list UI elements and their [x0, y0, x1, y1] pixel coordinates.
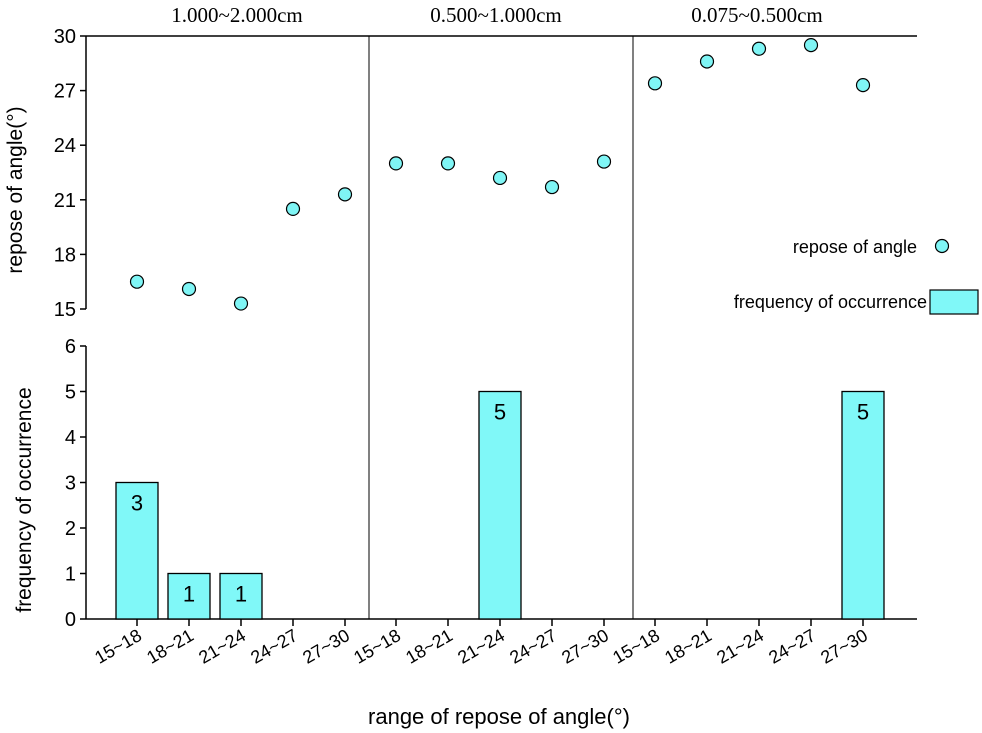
group-title: 1.000~2.000cm [171, 3, 303, 27]
scatter-point [233, 296, 249, 311]
scatter-point [699, 54, 715, 69]
x-tick-label: 18~21 [143, 625, 197, 668]
bar-value-label: 5 [494, 400, 506, 425]
upper-y-tick-label: 27 [54, 81, 76, 103]
x-tick-label: 15~18 [350, 625, 404, 668]
bar [478, 390, 522, 620]
bar [841, 390, 885, 620]
lower-y-tick-label: 6 [65, 336, 76, 358]
x-tick-label: 21~24 [454, 625, 508, 668]
lower-y-tick-label: 4 [65, 427, 76, 449]
upper-y-tick-label: 24 [54, 135, 76, 157]
scatter-point [803, 37, 819, 53]
x-tick-label: 15~18 [91, 625, 145, 668]
x-tick-label: 27~30 [299, 625, 353, 668]
scatter-point [751, 41, 767, 56]
scatter-point [285, 201, 301, 216]
upper-y-tick-label: 18 [54, 244, 76, 266]
x-tick-label: 18~21 [402, 625, 456, 668]
bar [115, 481, 159, 620]
lower-y-axis-label: frequency of occurrence [13, 387, 36, 612]
x-tick-label: 27~30 [558, 625, 612, 668]
legend-label-frequency: frequency of occurrence [734, 292, 927, 312]
scatter-point [129, 274, 145, 289]
lower-y-tick-label: 0 [65, 609, 76, 631]
upper-y-axis-label: repose of angle(°) [4, 106, 27, 273]
x-tick-label: 21~24 [195, 625, 249, 668]
group-title: 0.075~0.500cm [691, 3, 823, 27]
group-title: 0.500~1.000cm [430, 3, 562, 27]
scatter-point [337, 187, 353, 202]
bar-value-label: 3 [131, 491, 143, 516]
x-tick-label: 15~18 [609, 625, 663, 668]
legend-marker-repose [934, 238, 950, 254]
scatter-point [544, 179, 560, 195]
bar [219, 572, 263, 620]
upper-y-tick-label: 30 [54, 26, 76, 48]
x-tick-label: 24~27 [247, 625, 301, 668]
x-tick-label: 18~21 [661, 625, 715, 668]
bar-value-label: 1 [183, 582, 195, 607]
scatter-point [388, 156, 404, 171]
x-tick-label: 21~24 [713, 625, 767, 668]
lower-y-tick-label: 1 [65, 564, 76, 586]
x-axis-label: range of repose of angle(°) [368, 704, 630, 729]
x-tick-label: 24~27 [506, 625, 560, 668]
legend-swatch-frequency [929, 289, 979, 315]
upper-y-tick-label: 21 [54, 190, 76, 212]
x-tick-label: 27~30 [817, 625, 871, 668]
upper-y-tick-label: 15 [54, 299, 76, 321]
marks [115, 37, 885, 620]
lower-y-tick-label: 2 [65, 518, 76, 540]
bar-value-label: 5 [857, 400, 869, 425]
scatter-point [596, 154, 612, 169]
legend-label-repose: repose of angle [793, 237, 917, 257]
legend: repose of angle frequency of occurrence [734, 237, 979, 315]
scatter-point [855, 78, 871, 93]
bar [167, 572, 211, 620]
bar-value-label: 1 [235, 582, 247, 607]
scatter-point [647, 76, 663, 91]
lower-y-tick-label: 3 [65, 473, 76, 495]
scatter-point [181, 281, 197, 297]
scatter-point [492, 170, 508, 186]
x-tick-label: 24~27 [765, 625, 819, 668]
lower-y-tick-label: 5 [65, 382, 76, 404]
scatter-point [440, 156, 456, 171]
